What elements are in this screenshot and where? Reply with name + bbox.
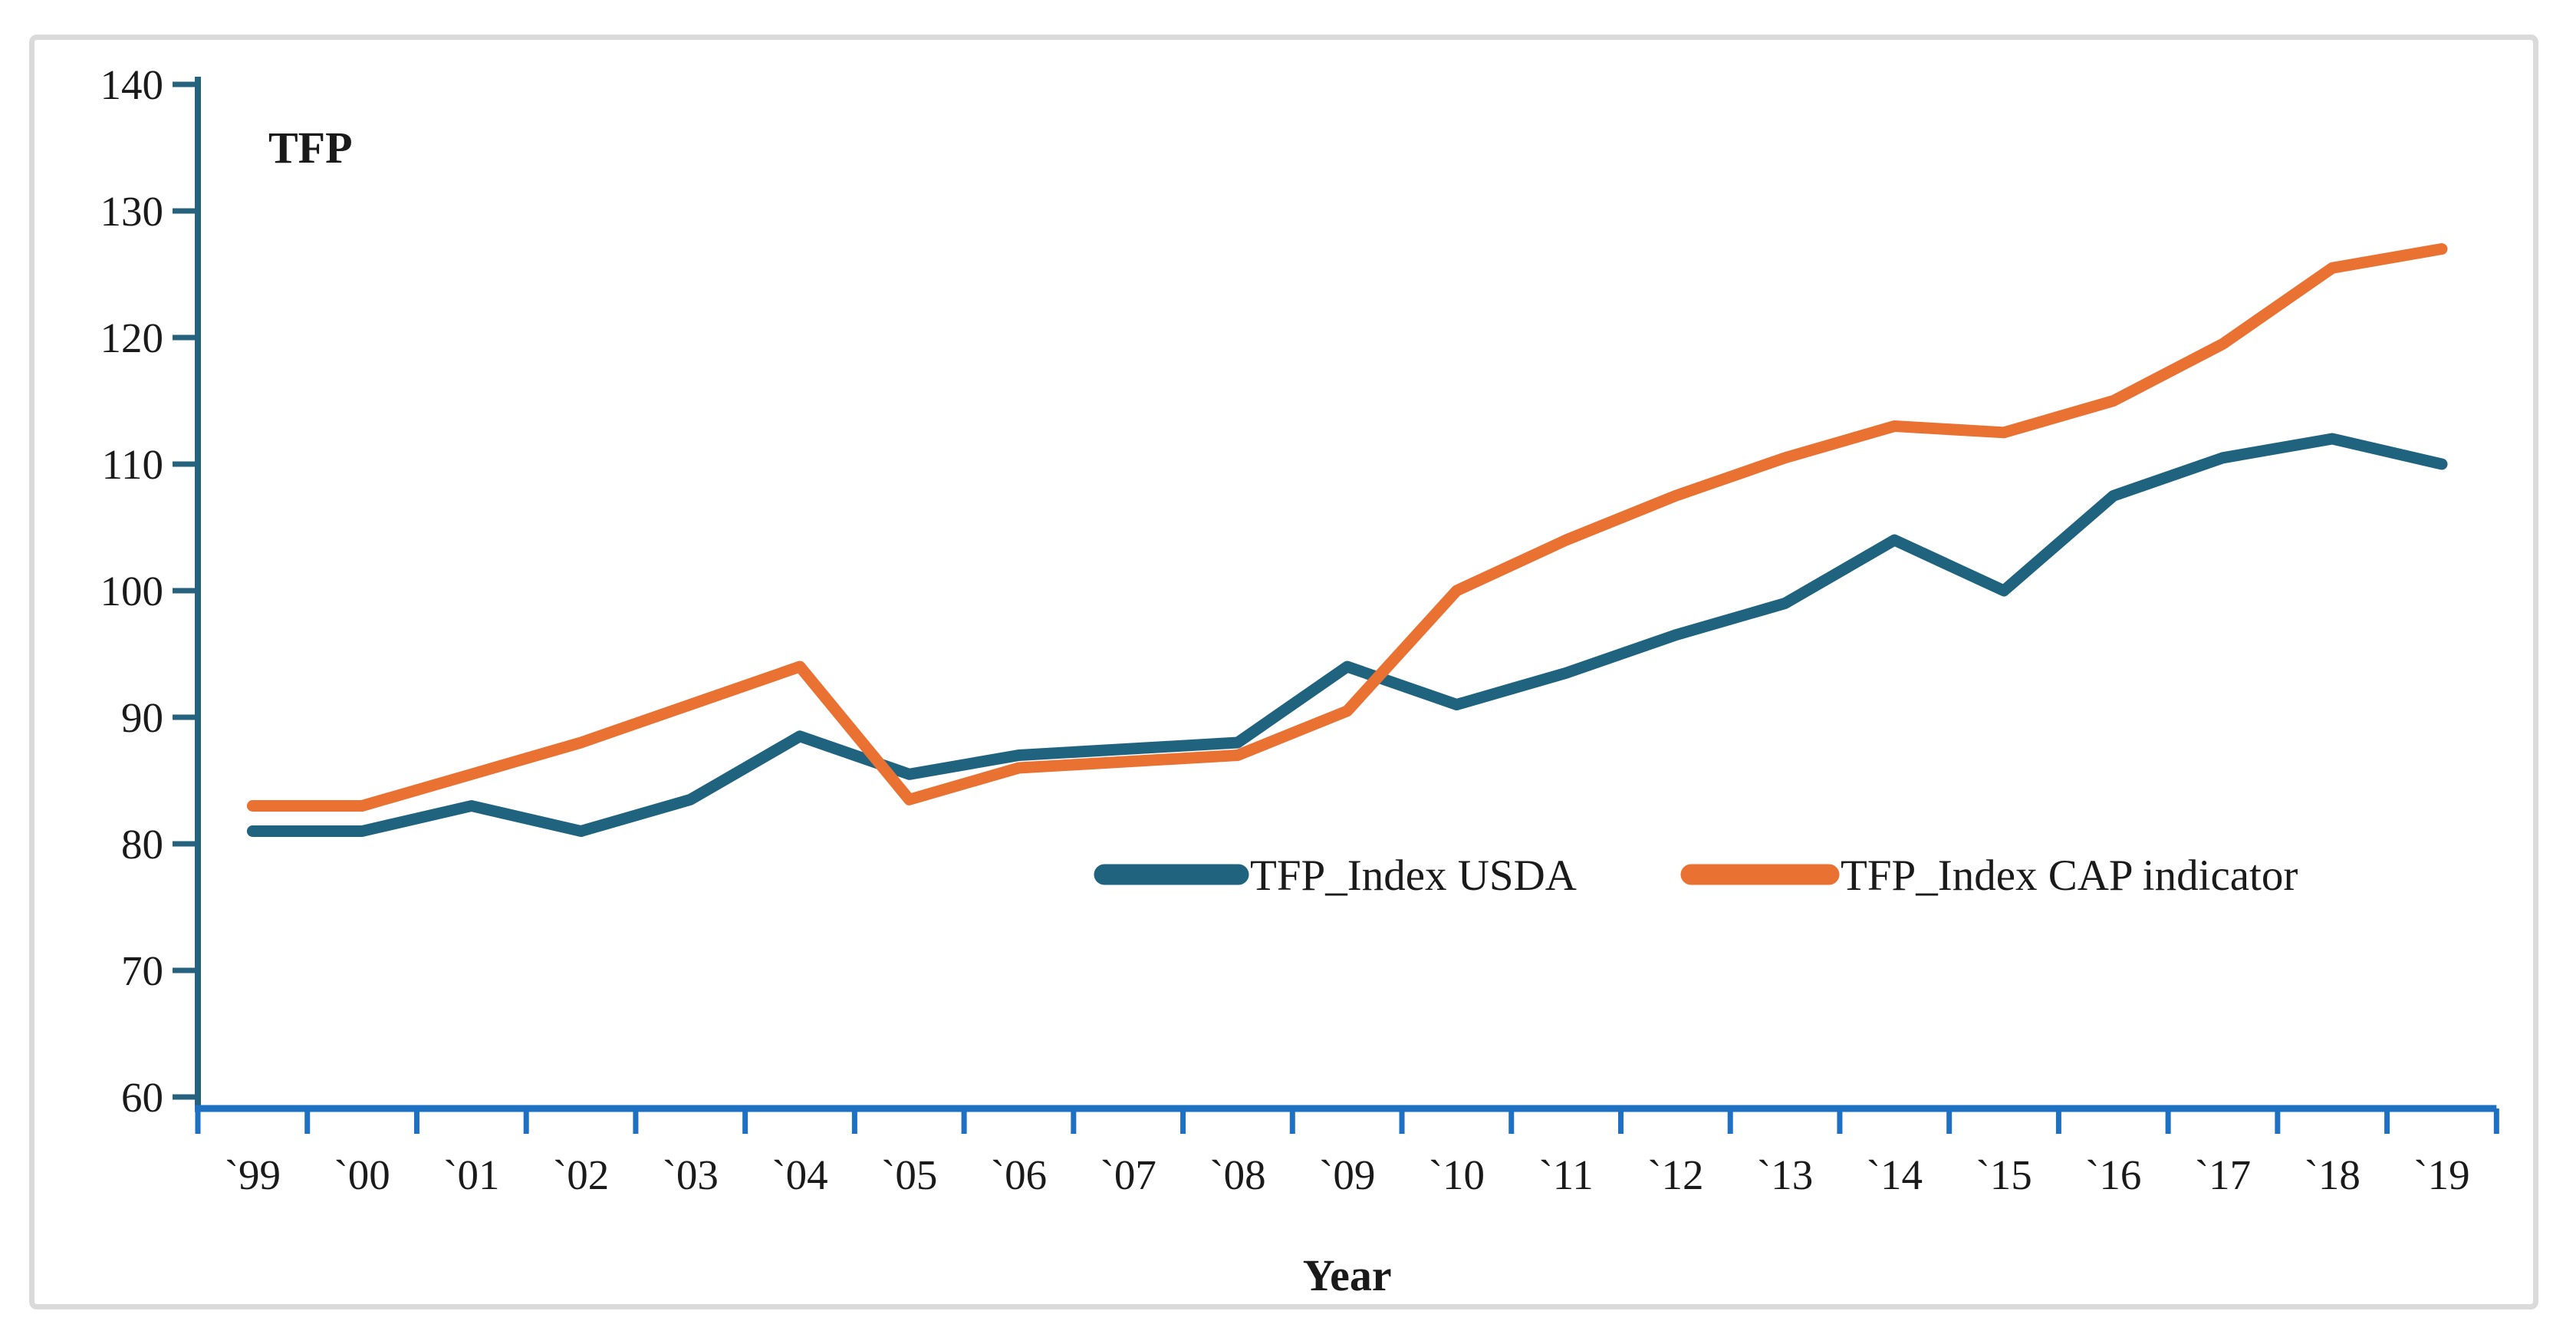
y-tick-label: 120 <box>100 315 164 361</box>
x-tick-label: `00 <box>334 1151 390 1198</box>
x-tick-label: `06 <box>991 1151 1047 1198</box>
y-tick-label: 90 <box>121 694 163 741</box>
legend-label-usda: TFP_Index USDA <box>1250 852 1577 900</box>
series-line-usda <box>246 433 2448 837</box>
x-tick-label: `17 <box>2195 1151 2251 1198</box>
x-tick-label: `09 <box>1319 1151 1375 1198</box>
y-tick-label: 60 <box>121 1074 163 1121</box>
figure-border <box>29 35 2538 1309</box>
x-tick-label: `10 <box>1429 1151 1485 1198</box>
y-tick-label: 100 <box>100 568 164 614</box>
y-tick-label: 140 <box>100 61 164 108</box>
x-tick-label: `16 <box>2085 1151 2141 1198</box>
x-tick-label: `01 <box>443 1151 499 1198</box>
x-tick-label: `13 <box>1757 1151 1813 1198</box>
x-tick-label: `02 <box>553 1151 609 1198</box>
legend-label-cap: TFP_Index CAP indicator <box>1841 852 2298 900</box>
y-tick-label: 70 <box>121 947 163 994</box>
x-tick-label: `15 <box>1976 1151 2032 1198</box>
x-tick-label: `11 <box>1538 1151 1593 1198</box>
y-tick-label: 130 <box>100 188 164 235</box>
x-tick-label: `03 <box>663 1151 719 1198</box>
x-tick-label: `07 <box>1100 1151 1156 1198</box>
x-tick-label: `99 <box>225 1151 281 1198</box>
x-axis-title: Year <box>1303 1250 1392 1300</box>
x-tick-label: `04 <box>771 1151 827 1198</box>
x-tick-label: `08 <box>1209 1151 1265 1198</box>
y-axis-title: TFP <box>268 123 353 173</box>
x-tick-label: `19 <box>2413 1151 2469 1198</box>
x-tick-label: `18 <box>2305 1151 2361 1198</box>
series-line-cap <box>246 243 2448 812</box>
y-tick-label: 80 <box>121 821 163 868</box>
x-tick-label: `14 <box>1867 1151 1923 1198</box>
x-tick-label: `05 <box>881 1151 937 1198</box>
x-tick-label: `12 <box>1647 1151 1703 1198</box>
y-tick-label: 110 <box>102 441 163 488</box>
